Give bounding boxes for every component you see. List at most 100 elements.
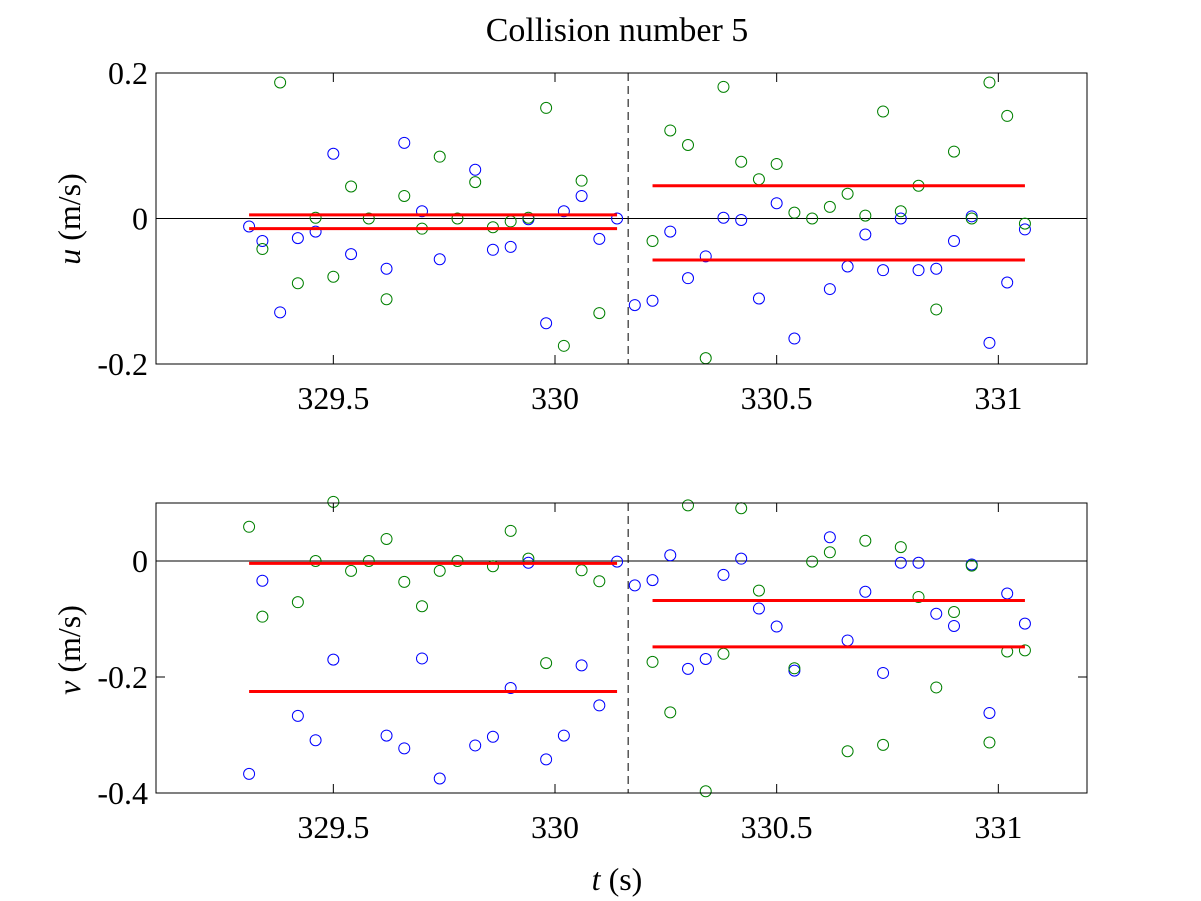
y-tick-label: 0 — [132, 201, 148, 237]
blue-point — [983, 336, 996, 349]
blue-point — [469, 163, 482, 176]
blue-point — [823, 531, 836, 544]
u-axis-label-unit: (m/s) — [51, 173, 87, 241]
blue-point — [948, 235, 960, 248]
blue-point — [841, 260, 854, 273]
green-point — [930, 303, 943, 316]
blue-point — [243, 767, 256, 780]
blue-point — [752, 292, 765, 305]
blue-point — [309, 225, 322, 238]
blue-point — [752, 602, 765, 615]
green-point — [823, 546, 836, 559]
blue-point — [628, 299, 641, 312]
green-point — [593, 307, 606, 320]
blue-point — [770, 197, 783, 210]
blue-point — [1001, 587, 1014, 600]
blue-point — [735, 552, 748, 565]
green-point — [504, 215, 517, 228]
blue-point — [433, 772, 446, 785]
green-point — [380, 293, 393, 306]
green-point — [243, 520, 256, 533]
blue-point — [912, 556, 925, 569]
y-tick-label: -0.2 — [97, 346, 148, 382]
blue-point — [664, 225, 677, 238]
green-point — [806, 555, 819, 568]
u-panel: 329.5 330 330.5 331 0.2 0 -0.2 — [97, 55, 1088, 416]
x-axis-label: t (s) — [592, 861, 643, 897]
blue-point — [327, 653, 340, 666]
green-point — [309, 555, 322, 567]
green-point — [877, 738, 890, 751]
green-point — [699, 352, 712, 365]
x-tick-label: 331 — [974, 809, 1022, 845]
green-point — [894, 541, 907, 554]
green-point — [575, 174, 588, 187]
blue-point — [398, 742, 411, 755]
green-point — [540, 101, 553, 114]
green-point — [877, 105, 890, 118]
green-point — [1001, 109, 1014, 122]
blue-point — [557, 205, 570, 218]
blue-point — [504, 240, 517, 253]
x-tick-label: 329.5 — [297, 380, 369, 416]
v-axis-label-symbol: v — [51, 680, 87, 695]
green-point — [540, 657, 553, 670]
y-tick-label: -0.2 — [97, 659, 148, 695]
blue-point — [309, 734, 322, 747]
blue-point — [841, 634, 854, 647]
green-point — [1018, 217, 1031, 230]
blue-point — [469, 739, 482, 752]
x-axis-label-symbol: t — [592, 861, 602, 897]
green-point — [948, 606, 960, 619]
u-axis-label: u (m/s) — [51, 173, 87, 265]
x-tick-label: 330 — [531, 809, 579, 845]
green-point — [717, 80, 730, 93]
green-point — [912, 590, 925, 603]
x-tick-label: 329.5 — [297, 809, 369, 845]
blue-point — [1001, 276, 1014, 289]
green-point — [699, 785, 712, 798]
green-point — [682, 499, 694, 512]
blue-point — [770, 620, 783, 633]
green-point — [575, 564, 588, 577]
green-point — [291, 596, 304, 609]
green-point — [859, 209, 872, 222]
green-point — [841, 187, 854, 200]
green-point — [983, 76, 996, 89]
blue-point — [345, 248, 358, 261]
blue-point — [877, 666, 890, 679]
green-point — [309, 211, 322, 224]
blue-point — [291, 232, 304, 245]
blue-point — [965, 210, 978, 223]
green-point — [646, 655, 659, 668]
x-axis-label-unit: (s) — [609, 861, 643, 897]
blue-point — [486, 730, 499, 743]
blue-point — [646, 574, 659, 587]
blue-point — [575, 189, 588, 202]
green-point — [965, 559, 978, 572]
blue-point — [823, 283, 836, 296]
blue-point — [274, 306, 287, 319]
green-point — [398, 575, 411, 588]
green-point — [433, 564, 446, 577]
blue-point — [930, 262, 943, 275]
green-point — [948, 145, 960, 158]
blue-point — [664, 549, 677, 562]
v-panel: 329.5 330 330.5 331 0 -0.2 -0.4 — [97, 495, 1088, 845]
y-tick-label: 0.2 — [108, 55, 148, 91]
x-tick-label: 330 — [531, 380, 579, 416]
green-point — [788, 662, 801, 675]
blue-point — [593, 699, 606, 712]
blue-point — [628, 579, 641, 592]
blue-point — [717, 211, 730, 224]
blue-point — [327, 147, 340, 160]
blue-point — [256, 574, 269, 587]
blue-point — [699, 250, 712, 263]
u-axis-label-symbol: u — [51, 249, 87, 265]
green-point — [433, 150, 446, 163]
green-point — [965, 212, 978, 225]
blue-point — [646, 294, 659, 307]
green-point — [522, 211, 535, 224]
blue-point — [699, 653, 712, 666]
blue-point — [256, 235, 269, 248]
